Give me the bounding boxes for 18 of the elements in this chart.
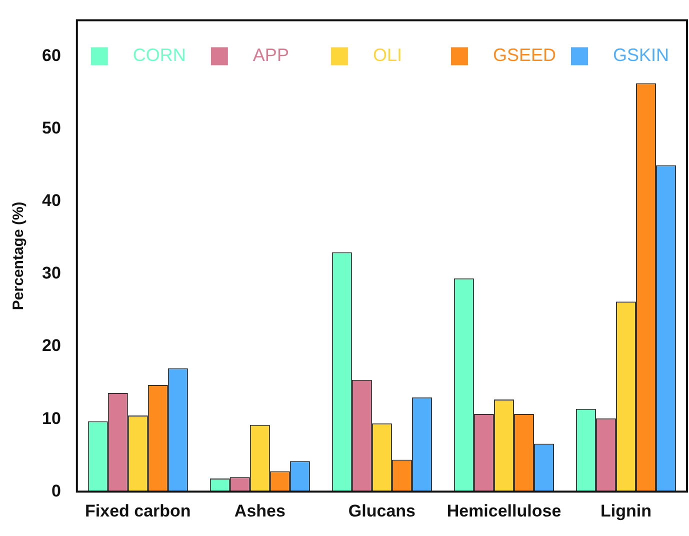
y-tick-label: 30: [42, 264, 61, 283]
legend-label: GSKIN: [612, 45, 669, 66]
legend-label: CORN: [132, 45, 186, 66]
y-tick-label: 20: [42, 336, 61, 356]
y-tick-label: 40: [42, 191, 61, 210]
y-tick-label: 60: [42, 46, 61, 66]
legend-label: APP: [252, 45, 289, 66]
x-tick-label: Fixed carbon: [85, 501, 191, 520]
x-tick-label: Lignin: [600, 501, 652, 520]
x-tick-label: Glucans: [348, 501, 416, 520]
y-tick-label: 0: [51, 481, 61, 500]
y-tick-label: 50: [42, 118, 61, 138]
x-tick-label: Ashes: [234, 501, 286, 520]
y-axis-title: Percentage (%): [10, 202, 28, 310]
y-tick-label: 10: [42, 408, 61, 428]
x-tick-label: Hemicellulose: [446, 501, 562, 520]
legend-label: OLI: [372, 45, 402, 66]
legend-label: GSEED: [492, 45, 556, 66]
